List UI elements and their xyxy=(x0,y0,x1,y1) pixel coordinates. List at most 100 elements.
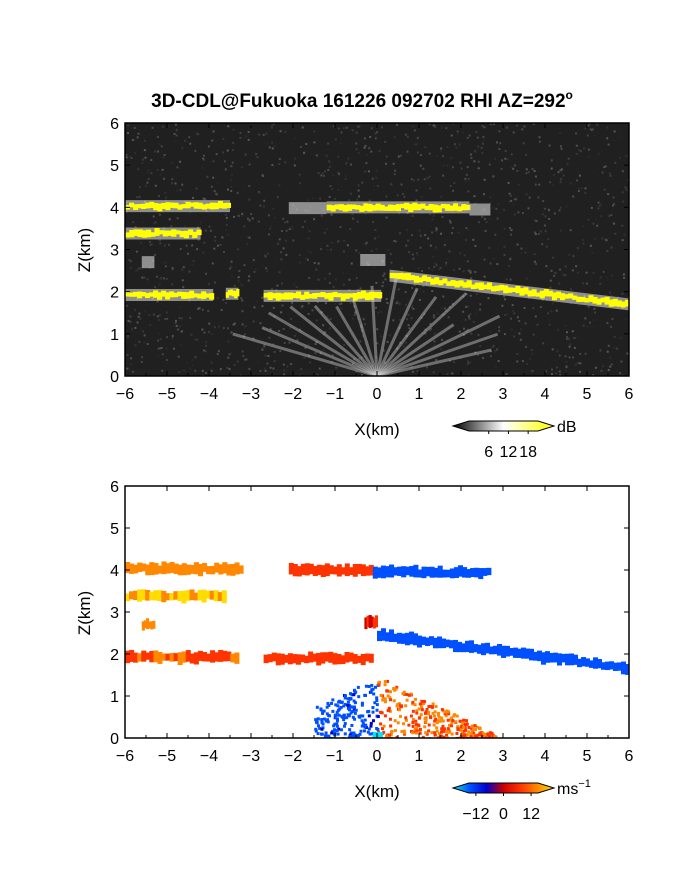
near-field-echo xyxy=(362,729,366,733)
near-field-echo xyxy=(355,735,359,738)
noise-pixel xyxy=(266,142,269,145)
noise-pixel xyxy=(359,364,362,367)
noise-pixel xyxy=(619,336,622,339)
near-field-echo xyxy=(395,735,399,738)
noise-pixel xyxy=(483,275,486,278)
noise-pixel xyxy=(609,237,612,240)
near-field-echo xyxy=(442,729,446,733)
noise-pixel xyxy=(344,174,347,177)
noise-pixel xyxy=(424,146,427,149)
noise-pixel xyxy=(425,366,428,369)
noise-pixel xyxy=(525,247,528,250)
echo-layer-strong xyxy=(461,204,467,211)
near-field-echo xyxy=(353,691,357,695)
near-field-echo xyxy=(333,716,337,720)
echo-layer-strong xyxy=(395,204,402,212)
noise-pixel xyxy=(544,230,547,233)
noise-pixel xyxy=(362,166,365,169)
echo-layer-strong xyxy=(209,293,215,300)
noise-pixel xyxy=(219,368,222,371)
noise-pixel xyxy=(519,338,522,341)
noise-pixel xyxy=(623,233,626,236)
near-field-echo xyxy=(423,725,427,729)
velocity-echo-layer xyxy=(609,661,614,670)
noise-pixel xyxy=(224,213,227,216)
noise-pixel xyxy=(266,362,269,365)
velocity-echo-layer xyxy=(177,591,183,602)
clutter-ray xyxy=(376,323,455,376)
noise-pixel xyxy=(353,352,356,355)
noise-pixel xyxy=(159,338,162,341)
noise-pixel xyxy=(589,244,592,247)
near-field-echo xyxy=(325,705,329,709)
noise-pixel xyxy=(278,271,281,274)
noise-pixel xyxy=(329,323,332,326)
noise-pixel xyxy=(181,183,184,186)
noise-pixel xyxy=(511,304,514,307)
near-field-echo xyxy=(360,703,364,707)
noise-pixel xyxy=(504,157,507,160)
near-field-echo xyxy=(430,731,434,735)
noise-pixel xyxy=(263,199,266,202)
noise-pixel xyxy=(276,242,279,245)
noise-pixel xyxy=(418,298,421,301)
noise-pixel xyxy=(268,336,271,339)
echo-layer-strong xyxy=(401,273,407,280)
noise-pixel xyxy=(435,181,438,184)
noise-pixel xyxy=(301,226,304,229)
clutter-ray xyxy=(375,287,419,376)
noise-pixel xyxy=(526,362,529,365)
noise-pixel xyxy=(465,330,468,333)
noise-pixel xyxy=(559,268,562,271)
echo-layer-strong xyxy=(193,202,199,209)
noise-pixel xyxy=(470,156,473,159)
noise-pixel xyxy=(299,261,302,264)
velocity-echo-layer xyxy=(425,637,430,647)
echo-layer-strong xyxy=(225,292,229,298)
noise-pixel xyxy=(371,177,374,180)
near-field-echo xyxy=(447,723,451,727)
near-field-echo xyxy=(339,700,343,704)
echo-layer-strong xyxy=(332,291,338,298)
velocity-echo-layer xyxy=(389,629,394,642)
noise-pixel xyxy=(503,208,506,211)
velocity-echo-layer xyxy=(324,652,330,662)
noise-pixel xyxy=(230,283,233,286)
noise-pixel xyxy=(286,365,289,368)
near-field-echo xyxy=(399,714,403,718)
near-field-echo xyxy=(407,723,411,727)
noise-pixel xyxy=(578,155,581,158)
noise-pixel xyxy=(313,262,316,265)
noise-pixel xyxy=(558,282,561,285)
noise-pixel xyxy=(590,129,593,132)
noise-pixel xyxy=(357,151,360,154)
near-field-echo xyxy=(427,710,431,714)
noise-pixel xyxy=(585,282,588,285)
noise-pixel xyxy=(497,202,500,205)
noise-pixel xyxy=(288,228,291,231)
near-field-echo xyxy=(364,693,368,697)
noise-pixel xyxy=(625,154,628,157)
near-field-echo xyxy=(427,729,431,733)
noise-pixel xyxy=(443,244,446,247)
noise-pixel xyxy=(559,288,562,291)
noise-pixel xyxy=(205,340,208,343)
noise-pixel xyxy=(429,322,432,325)
noise-pixel xyxy=(206,175,209,178)
noise-pixel xyxy=(503,295,506,298)
noise-pixel xyxy=(327,142,330,145)
noise-pixel xyxy=(201,230,204,233)
noise-pixel xyxy=(360,356,363,359)
noise-pixel xyxy=(584,191,587,194)
noise-pixel xyxy=(553,274,556,277)
noise-pixel xyxy=(579,352,582,355)
noise-pixel xyxy=(451,166,454,169)
noise-pixel xyxy=(186,252,189,255)
noise-pixel xyxy=(474,351,477,354)
noise-pixel xyxy=(503,227,506,230)
noise-pixel xyxy=(426,177,429,180)
noise-pixel xyxy=(423,332,426,335)
noise-pixel xyxy=(358,252,361,255)
noise-pixel xyxy=(354,311,357,314)
